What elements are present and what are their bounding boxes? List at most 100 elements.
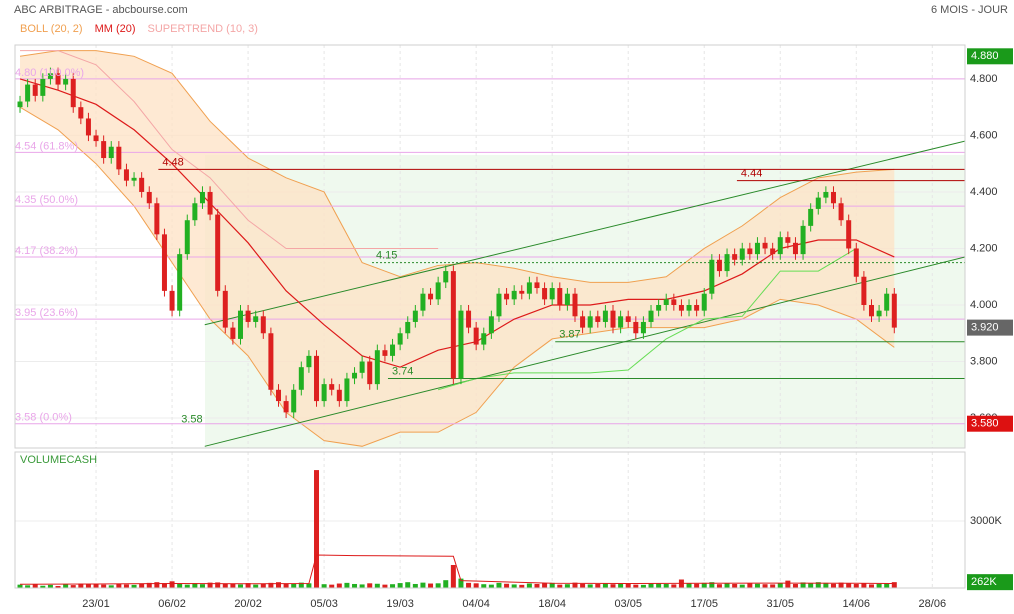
- price-label: 3.920: [971, 322, 999, 334]
- volume-bar: [435, 583, 441, 588]
- volume-bar: [754, 583, 760, 588]
- volume-bar: [222, 583, 228, 588]
- volume-bar: [329, 584, 335, 588]
- volume-bar: [663, 583, 669, 588]
- volume-bar: [876, 583, 882, 588]
- candle-body: [336, 389, 342, 402]
- candle-body: [382, 350, 388, 356]
- volume-bar: [215, 582, 221, 588]
- volume-bar: [283, 583, 289, 588]
- volume-bar: [800, 582, 806, 588]
- channel-line: [204, 140, 965, 326]
- candle-body: [504, 293, 510, 300]
- volume-bar: [291, 583, 297, 588]
- candle-body: [215, 214, 221, 291]
- volume-bar: [838, 582, 844, 588]
- candle-body: [78, 107, 84, 119]
- channel-line: [204, 256, 965, 447]
- volume-bar: [557, 584, 563, 588]
- volume-bar: [443, 580, 449, 588]
- y-tick-label: 4.200: [970, 242, 998, 254]
- candle-body: [686, 305, 692, 311]
- candle-body: [884, 293, 890, 311]
- candle-body: [40, 78, 46, 96]
- volume-bar: [32, 583, 38, 588]
- volume-bar: [93, 583, 99, 588]
- x-tick-label: 14/06: [843, 598, 871, 610]
- candle-body: [572, 293, 578, 317]
- volume-bar: [747, 583, 753, 588]
- candle-body: [253, 316, 259, 322]
- candle-body: [823, 191, 829, 198]
- candle-body: [420, 293, 426, 311]
- volume-bar: [602, 583, 608, 588]
- candle-body: [602, 310, 608, 322]
- volume-bar: [412, 583, 418, 588]
- candle-body: [808, 208, 814, 226]
- candle-body: [435, 282, 441, 300]
- volume-bar: [192, 583, 198, 588]
- volume-bar: [884, 583, 890, 588]
- candle-body: [283, 401, 289, 413]
- candle-body: [139, 177, 145, 192]
- volume-label: 262K: [971, 576, 997, 588]
- candle-body: [542, 288, 548, 300]
- volume-bar: [123, 584, 129, 588]
- volume-bar: [504, 583, 510, 588]
- volume-bar: [762, 584, 768, 588]
- candle-body: [481, 333, 487, 345]
- volume-bar: [785, 580, 791, 588]
- candle-body: [222, 290, 228, 328]
- candle-body: [17, 101, 23, 108]
- volume-bar: [526, 583, 532, 588]
- supertrend-upper: [20, 50, 439, 249]
- level-label: 3.74: [392, 365, 413, 377]
- volume-bar: [618, 583, 624, 588]
- candle-body: [511, 290, 517, 300]
- volume-bar: [207, 582, 213, 588]
- legend-label: BOLL (20, 2): [20, 23, 83, 35]
- volume-bar: [184, 584, 190, 588]
- y-tick-label: 4.600: [970, 129, 998, 141]
- volume-bar: [450, 564, 456, 588]
- volume-bar: [724, 583, 730, 588]
- moving-average: [19, 78, 895, 368]
- x-tick-label: 28/06: [919, 598, 947, 610]
- volume-bar: [253, 584, 259, 588]
- volume-average: [20, 554, 895, 585]
- fib-label: 4.35 (50.0%): [15, 194, 78, 206]
- volume-title: VOLUMECASH: [20, 454, 97, 466]
- candle-body: [732, 254, 738, 260]
- fib-label: 3.58 (0.0%): [15, 412, 72, 424]
- candle-body: [648, 310, 654, 322]
- candle-body: [519, 290, 525, 294]
- candle-body: [184, 220, 190, 255]
- candle-body: [466, 310, 472, 328]
- fib-label: 4.17 (38.2%): [15, 245, 78, 257]
- candle-body: [291, 389, 297, 413]
- volume-bar: [169, 581, 175, 588]
- candle-body: [192, 203, 198, 221]
- volume-bar: [587, 584, 593, 588]
- low-label: 3.58: [181, 414, 202, 426]
- supertrend-lower: [438, 248, 857, 391]
- volume-bar: [853, 583, 859, 588]
- candle-body: [329, 384, 335, 390]
- volume-bar: [815, 582, 821, 588]
- volume-bar: [367, 583, 373, 588]
- candle-body: [876, 310, 882, 317]
- volume-bar: [709, 582, 715, 588]
- candle-body: [374, 350, 380, 385]
- price-plot: [15, 45, 965, 448]
- candle-body: [580, 316, 586, 328]
- x-tick-label: 18/04: [538, 598, 566, 610]
- candle-body: [25, 84, 31, 102]
- candle-body: [93, 135, 99, 142]
- volume-bar: [131, 584, 137, 588]
- x-tick-label: 17/05: [690, 598, 718, 610]
- volume-bar: [314, 470, 320, 588]
- candle-body: [846, 220, 852, 249]
- x-tick-label: 04/04: [462, 598, 490, 610]
- candle-body: [237, 310, 243, 339]
